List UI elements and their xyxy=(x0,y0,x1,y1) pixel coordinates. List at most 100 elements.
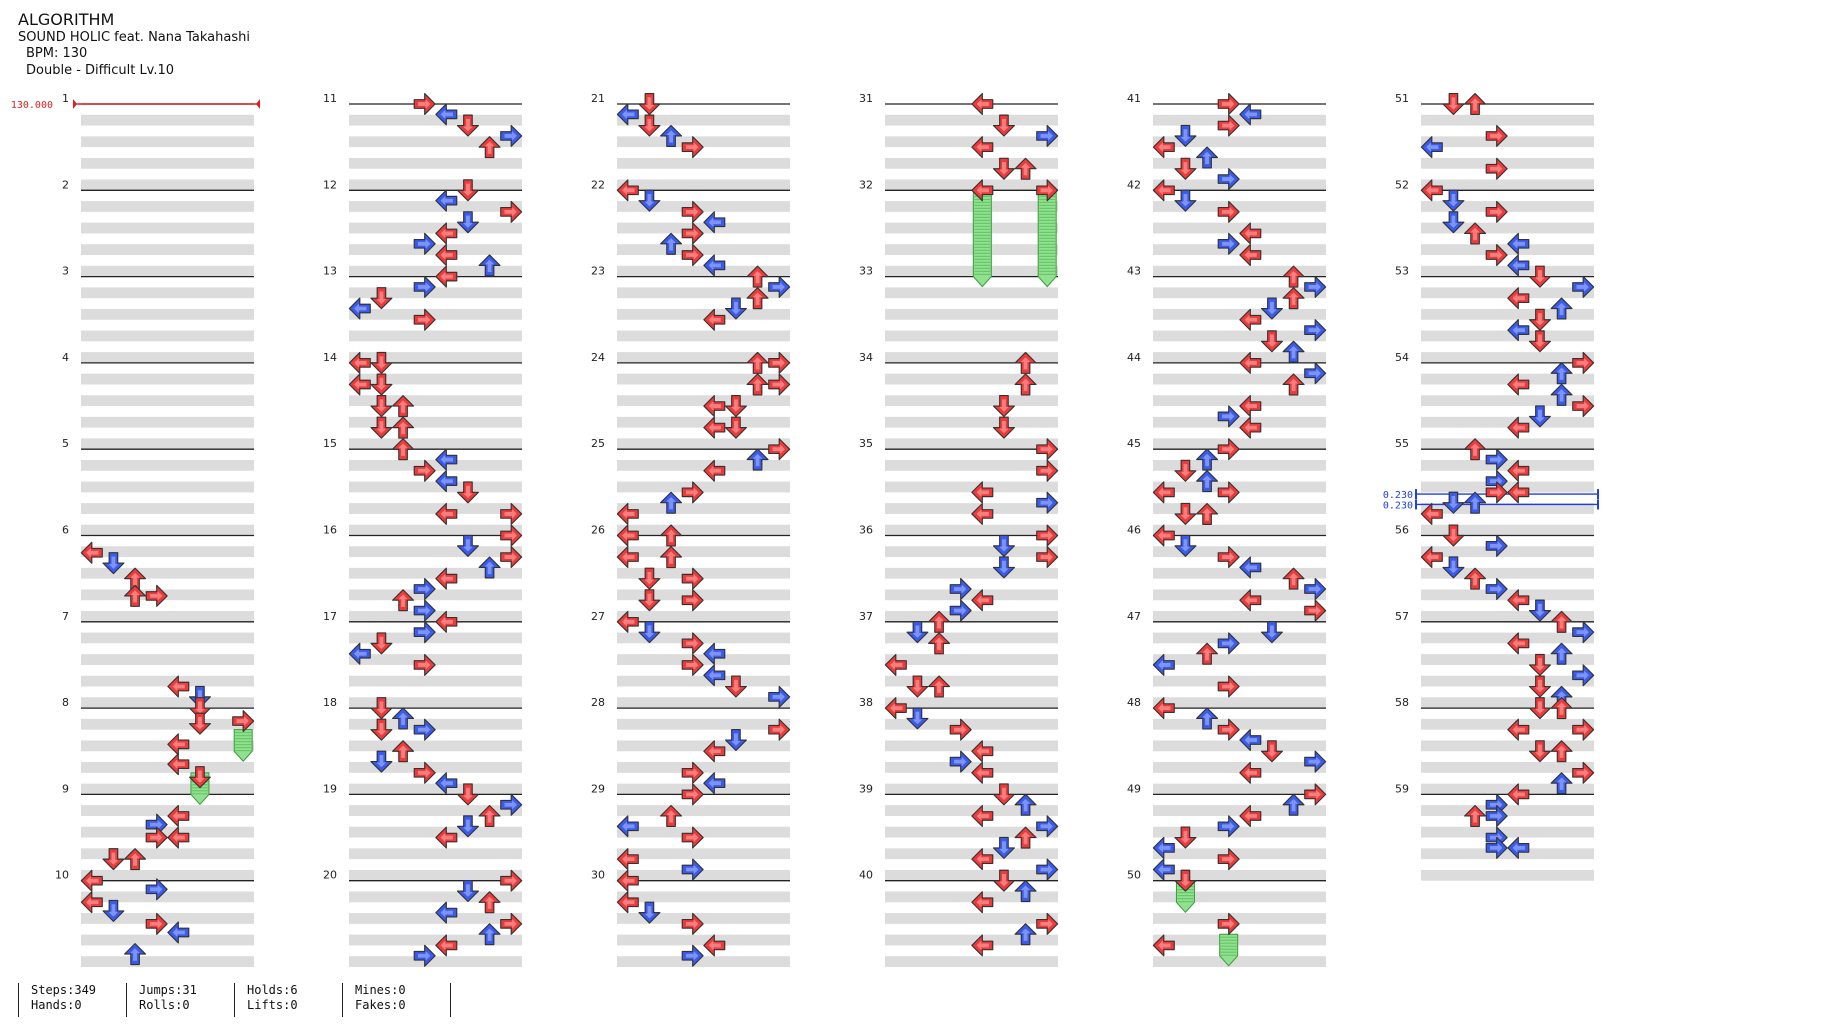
beat-band xyxy=(1421,438,1594,450)
arrow-down-icon xyxy=(992,416,1015,439)
arrow-left-icon xyxy=(1507,416,1530,439)
arrow-right-icon xyxy=(681,944,704,967)
arrow-down-icon xyxy=(1260,330,1283,353)
arrow-down-icon xyxy=(724,675,747,698)
measure-number: 26 xyxy=(591,524,605,537)
beat-band xyxy=(1421,740,1594,752)
arrow-right-icon xyxy=(1304,275,1327,298)
arrow-up-icon xyxy=(1550,297,1573,320)
arrow-right-icon xyxy=(1217,815,1240,838)
beat-band xyxy=(885,373,1058,385)
beat-band xyxy=(1421,136,1594,148)
arrow-down-icon xyxy=(906,675,929,698)
measure-number: 14 xyxy=(323,351,337,364)
arrow-down-icon xyxy=(1260,740,1283,763)
beat-band xyxy=(617,740,790,752)
arrow-left-icon xyxy=(971,740,994,763)
arrow-left-icon xyxy=(1152,179,1175,202)
beat-band xyxy=(349,913,522,924)
arrow-down-icon xyxy=(1174,502,1197,525)
arrow-left-icon xyxy=(1239,804,1262,827)
arrow-up-icon xyxy=(1550,642,1573,665)
measure-number: 27 xyxy=(591,610,605,623)
arrow-right-icon xyxy=(681,783,704,806)
arrow-right-icon xyxy=(1217,546,1240,569)
arrow-left-icon xyxy=(1507,836,1530,859)
beat-band xyxy=(885,308,1058,320)
measure-number: 3 xyxy=(62,265,69,278)
beat-band xyxy=(885,611,1058,622)
beat-band xyxy=(617,869,790,881)
arrow-right-icon xyxy=(413,761,436,784)
measure-number: 10 xyxy=(55,869,69,882)
beat-band xyxy=(617,718,790,730)
beat-band xyxy=(617,762,790,773)
arrow-right-icon xyxy=(413,718,436,741)
arrow-left-icon xyxy=(1507,254,1530,277)
beat-band xyxy=(617,287,790,299)
beat-band xyxy=(81,783,254,795)
beat-band xyxy=(81,632,254,644)
stat-holds-lifts: Holds:6 Lifts:0 xyxy=(234,983,298,1017)
arrow-right-icon xyxy=(1572,621,1595,644)
beat-band xyxy=(81,524,254,536)
arrow-down-icon xyxy=(370,697,393,720)
measure-number: 1 xyxy=(62,92,69,105)
stat-steps: Steps:349 xyxy=(31,983,97,997)
arrow-right-icon xyxy=(500,524,523,547)
arrow-left-icon xyxy=(703,459,726,482)
beat-band xyxy=(617,136,790,148)
arrow-down-icon xyxy=(992,836,1015,859)
measure-number: 29 xyxy=(591,782,605,795)
arrow-left-icon xyxy=(616,179,639,202)
beat-band xyxy=(617,546,790,558)
beat-band xyxy=(81,762,254,773)
beat-band xyxy=(885,244,1058,256)
arrow-right-icon xyxy=(681,761,704,784)
arrow-down-icon xyxy=(188,697,211,720)
measure-number: 56 xyxy=(1395,524,1409,537)
arrow-right-icon xyxy=(500,200,523,223)
beat-band xyxy=(885,179,1058,191)
arrow-left-icon xyxy=(167,733,190,756)
measure-number: 21 xyxy=(591,92,605,105)
arrow-right-icon xyxy=(768,373,791,396)
measure-number: 19 xyxy=(323,782,337,795)
beat-band xyxy=(81,546,254,558)
arrow-down-icon xyxy=(370,416,393,439)
beat-band xyxy=(617,589,790,601)
arrow-left-icon xyxy=(971,179,994,202)
beat-band xyxy=(1153,503,1326,514)
arrow-down-icon xyxy=(370,373,393,396)
arrow-left-icon xyxy=(1239,416,1262,439)
beat-band xyxy=(81,222,254,234)
beat-band xyxy=(1421,330,1594,342)
beat-band xyxy=(617,891,790,903)
arrow-right-icon xyxy=(1217,675,1240,698)
arrow-left-icon xyxy=(971,761,994,784)
arrow-down-icon xyxy=(1442,524,1465,547)
arrow-down-icon xyxy=(992,869,1015,892)
beat-band xyxy=(1153,330,1326,342)
stat-fakes: Fakes:0 xyxy=(355,998,406,1012)
stat-jumps: Jumps:31 xyxy=(139,983,197,997)
beat-band xyxy=(1421,654,1594,665)
beat-band xyxy=(349,546,522,558)
measure-33: 33 xyxy=(859,265,1058,363)
arrow-left-icon xyxy=(1420,179,1443,202)
measure-number: 46 xyxy=(1127,524,1141,537)
beat-band xyxy=(1421,308,1594,320)
arrow-down-icon xyxy=(1174,124,1197,147)
beat-band xyxy=(81,567,254,579)
arrow-down-icon xyxy=(1174,534,1197,557)
beat-band xyxy=(1421,632,1594,644)
stat-jumps-rolls: Jumps:31 Rolls:0 xyxy=(126,983,197,1017)
beat-band xyxy=(81,718,254,730)
arrow-up-icon xyxy=(392,740,415,763)
arrow-left-icon xyxy=(80,891,103,914)
measure-number: 15 xyxy=(323,437,337,450)
arrow-up-icon xyxy=(1196,470,1219,493)
beat-band xyxy=(1421,416,1594,428)
arrow-up-icon xyxy=(660,491,683,514)
arrow-up-icon xyxy=(660,232,683,255)
